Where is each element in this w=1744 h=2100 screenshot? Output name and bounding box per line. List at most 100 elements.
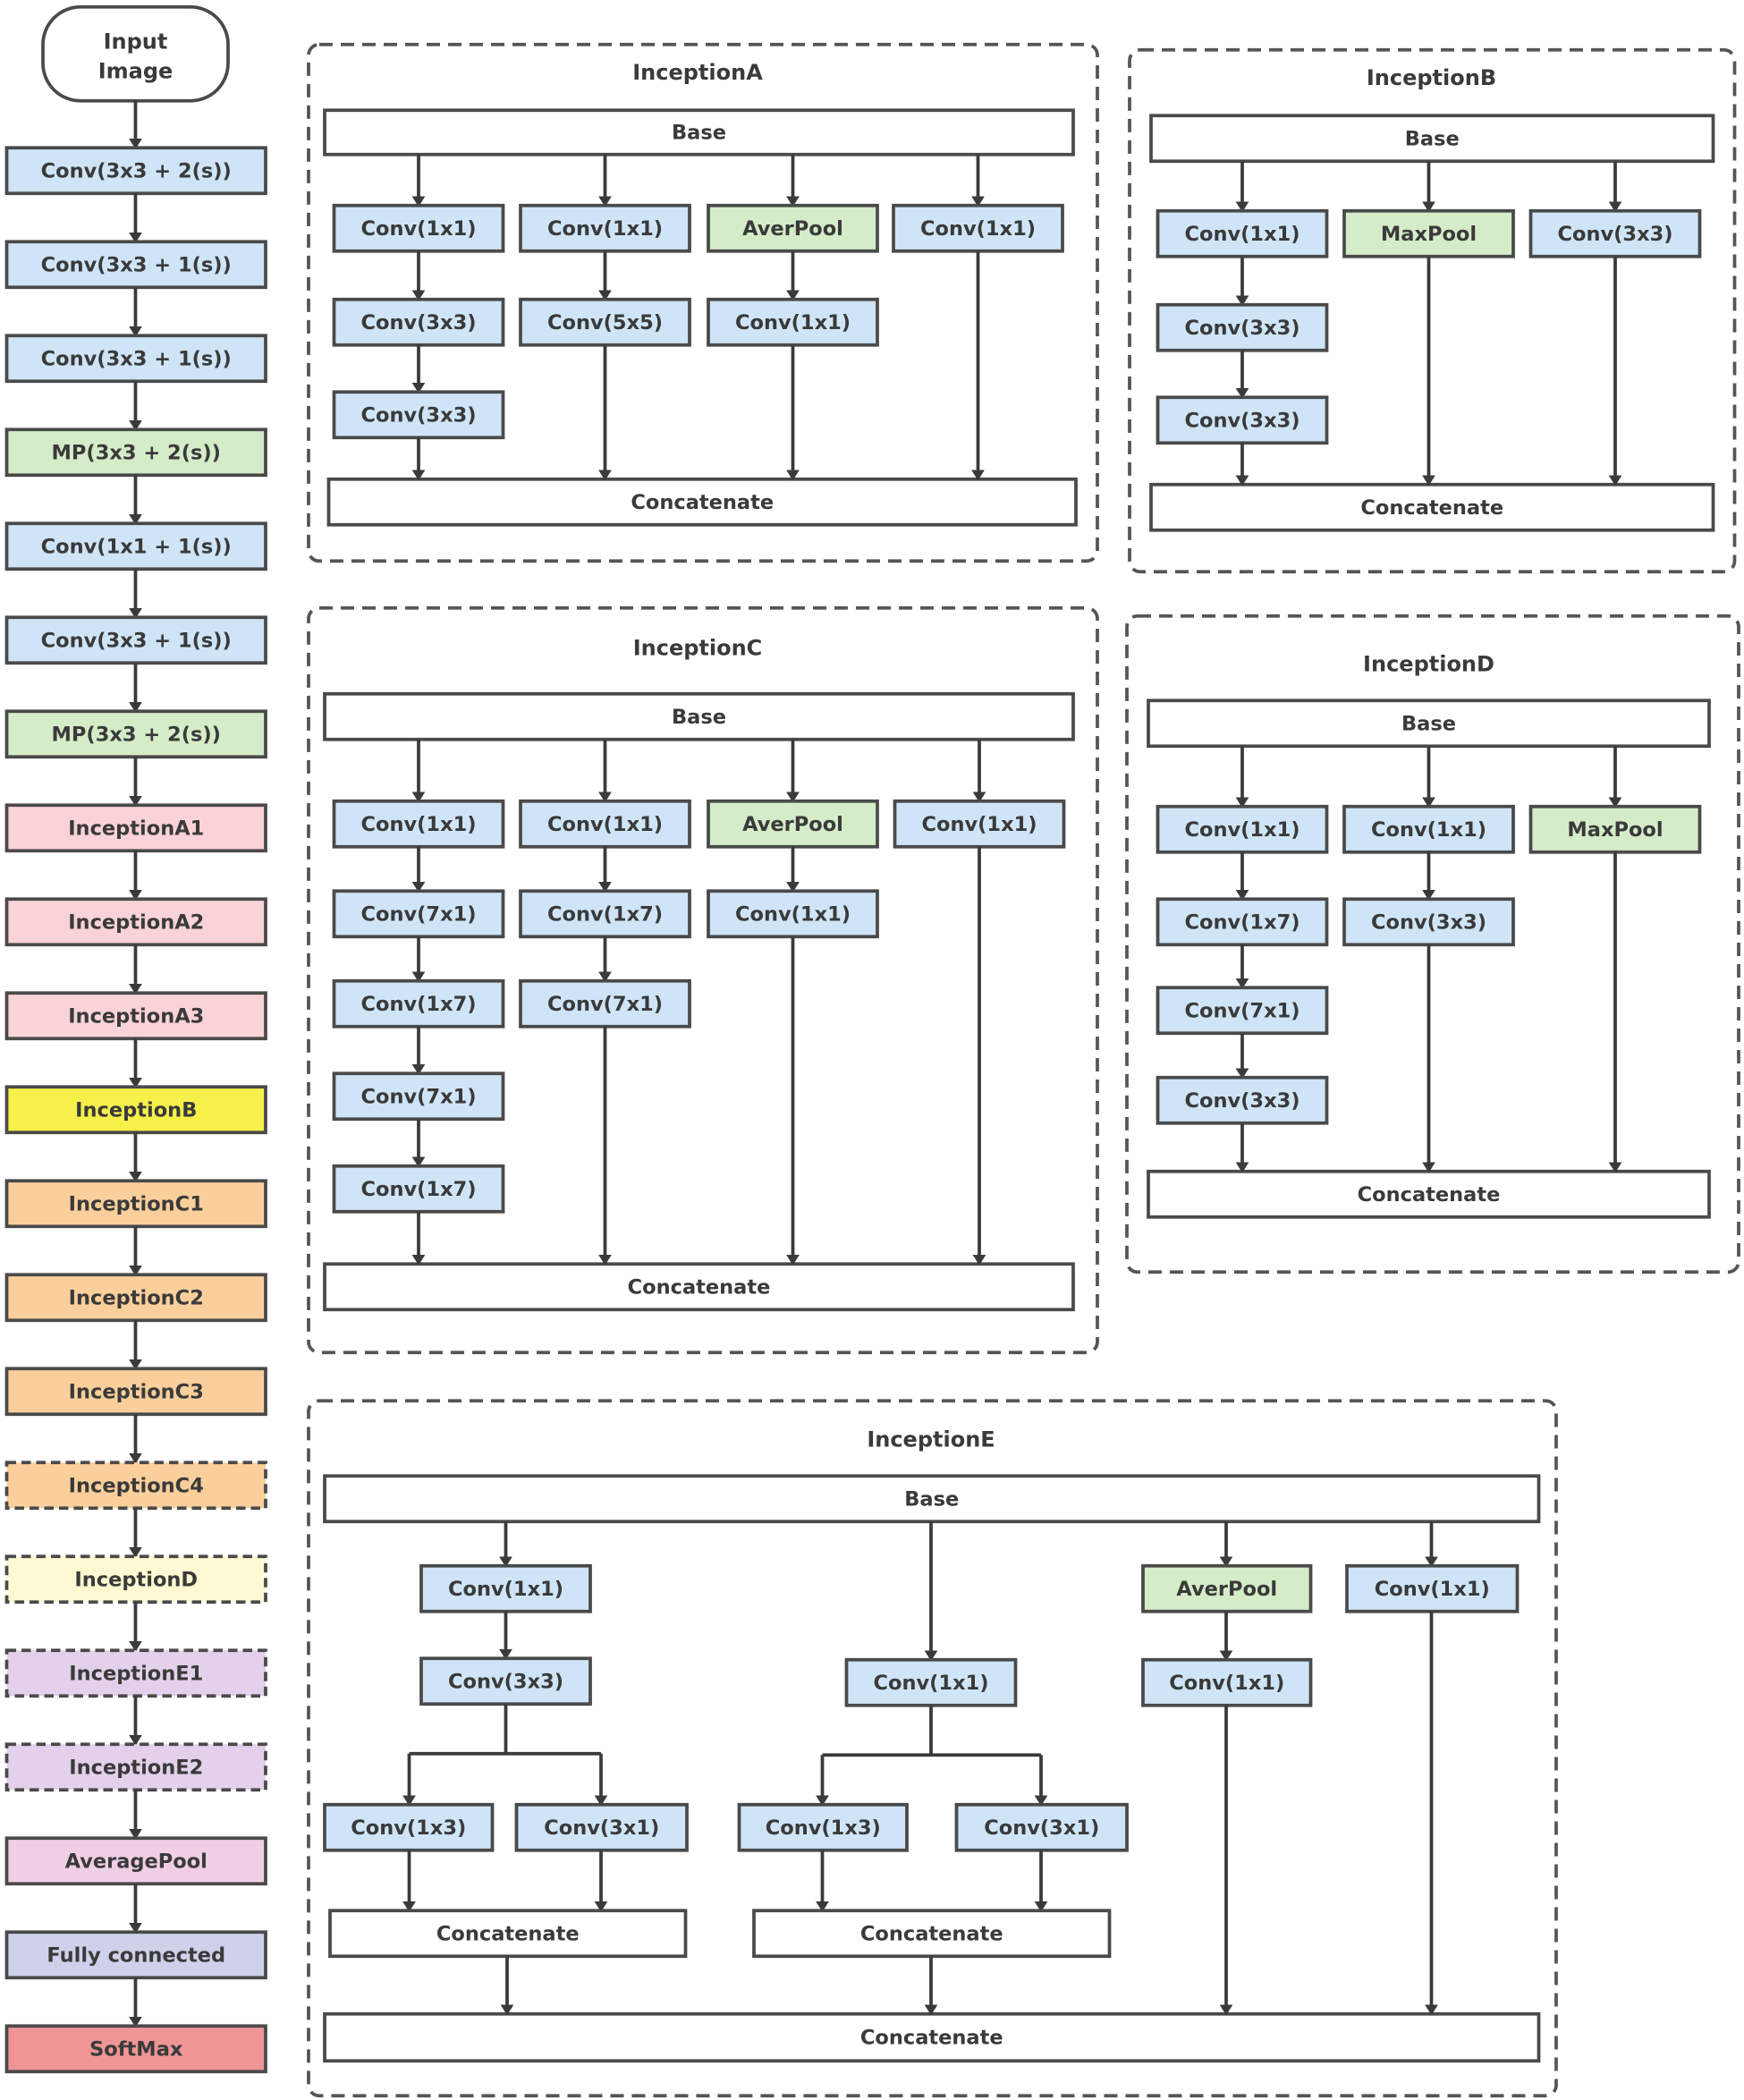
branch-2-conv-1x1-: Conv(1x1) [519,799,691,849]
branch-3-averpool: AverPool [707,203,879,253]
branch-3-averpool-label: AverPool [742,813,843,836]
branch-1-conv-3x3-label: Conv(3x3) [448,1670,563,1693]
branch-2-conv-1x7--label: Conv(1x7) [547,902,663,926]
branch-1-conv-3x1: Conv(3x1) [514,1802,689,1852]
branch-1-concatenate: Concatenate [328,1909,688,1959]
pipeline-step-conv-3x3-1-s-: Conv(3x3 + 1(s)) [4,334,267,384]
branch-4-conv-1x1-: Conv(1x1) [893,799,1066,849]
branch-1-conv-1x1--shape [332,203,505,253]
branch-1-conv-1x1-: Conv(1x1) [1156,804,1329,854]
branch-3-conv-1x1--label: Conv(1x1) [735,902,851,926]
branch-1-conv-1x7--label: Conv(1x7) [360,1178,476,1201]
branch-1-conv-3x3--shape [332,390,505,440]
pipeline-step-inceptiona1-shape [4,803,267,853]
branch-3-averpool-shape [1141,1563,1313,1613]
branch-2-conv-1x1-shape [844,1657,1018,1707]
branch-3-averpool-shape [707,203,879,253]
branch-3-maxpool-shape [1528,804,1702,854]
pipeline-step-averagepool-label: AveragePool [65,1850,207,1873]
inception-a-concatenate-label: Concatenate [631,491,774,514]
pipeline-step-mp-3x3-2-s-: MP(3x3 + 2(s)) [4,709,267,759]
inception-a-base-label: Base [672,122,726,145]
inception-c-module-frame [307,605,1099,1355]
pipeline-step-conv-3x3-1-s--label: Conv(3x3 + 1(s)) [41,629,232,652]
pipeline-step-inceptionc2-shape [4,1273,267,1323]
branch-4-conv-1x1--label: Conv(1x1) [920,217,1036,241]
branch-2-conv-1x3-shape [737,1802,909,1852]
branch-1-conv-7x1--shape [332,1071,505,1122]
pipeline-step-inceptione2-label: InceptionE2 [69,1756,203,1779]
branch-3-conv-1x1-shape [1141,1657,1313,1707]
inception-d-base-label: Base [1401,712,1456,735]
inception-d-concatenate-shape [1147,1169,1711,1219]
branch-4-conv-1x1--label: Conv(1x1) [921,813,1037,836]
input-image-label: Input [104,29,168,54]
branch-1-conv-1x1-shape [419,1563,592,1613]
pipeline-step-inceptiond: InceptionD [4,1554,267,1605]
branch-1-conv-1x7-: Conv(1x7) [332,978,505,1029]
branch-1-conv-1x1--label: Conv(1x1) [360,813,476,836]
branch-1-conv-3x3--label: Conv(3x3) [360,403,476,427]
pipeline-step-fully-connected: Fully connected [4,1930,267,1980]
branch-1-conv-7x1--label: Conv(7x1) [360,1085,476,1108]
branch-2-conv-5x5-: Conv(5x5) [519,297,691,347]
branch-4-conv-1x1-: Conv(1x1) [892,203,1064,253]
inception-a-title: InceptionA [632,60,763,85]
inception-a-concatenate-shape [326,477,1078,527]
input-image-node: Input Image [41,4,230,103]
input-image-label: Image [98,58,174,83]
branch-2-conv-1x7-: Conv(1x7) [519,889,691,939]
branch-1-conv-7x1--label: Conv(7x1) [360,902,476,926]
branch-1-conv-1x1: Conv(1x1) [419,1563,592,1613]
pipeline-step-inceptionc4-label: InceptionC4 [69,1474,204,1497]
inception-d-module-frame [1125,614,1740,1274]
inception-d-title: InceptionD [1363,651,1494,676]
branch-2-maxpool: MaxPool [1342,208,1515,258]
branch-3-conv-1x1-: Conv(1x1) [707,889,879,939]
branch-3-averpool-label: AverPool [742,217,843,241]
pipeline-step-conv-3x3-1-s--shape [4,240,267,290]
pipeline-step-conv-3x3-1-s--label: Conv(3x3 + 1(s)) [41,253,232,276]
branch-1-conv-3x3--label: Conv(3x3) [1184,317,1300,340]
branch-2-conv-5x5--label: Conv(5x5) [547,311,663,334]
inception-b-title: InceptionB [1367,65,1496,90]
pipeline-step-conv-3x3-2-s--label: Conv(3x3 + 2(s)) [41,159,232,182]
branch-3-conv-3x3--label: Conv(3x3) [1557,223,1672,246]
pipeline-step-inceptione1-label: InceptionE1 [69,1662,203,1685]
inception-c-base-label: Base [672,706,726,729]
pipeline-step-inceptiona1: InceptionA1 [4,803,267,853]
inception-b-base: Base [1149,114,1715,164]
inception-d-concatenate: Concatenate [1147,1169,1711,1219]
branch-3-conv-1x1-label: Conv(1x1) [1169,1672,1284,1695]
branch-4-conv-1x1-label: Conv(1x1) [1375,1578,1490,1601]
pipeline-step-inceptionc1: InceptionC1 [4,1179,267,1229]
pipeline-step-softmax-shape [4,2024,267,2074]
pipeline-step-inceptiona3: InceptionA3 [4,991,267,1041]
branch-2-conv-1x1--label: Conv(1x1) [547,813,663,836]
branch-2-conv-1x1--label: Conv(1x1) [1371,818,1486,842]
pipeline-step-inceptiona1-label: InceptionA1 [68,817,204,840]
inception-b-base-shape [1149,114,1715,164]
pipeline-step-inceptionc1-label: InceptionC1 [69,1192,204,1215]
branch-1-conv-3x3--label: Conv(3x3) [1184,1089,1300,1113]
branch-1-conv-3x3-: Conv(3x3) [332,297,505,347]
pipeline-step-inceptiona3-shape [4,991,267,1041]
branch-1-conv-3x3--label: Conv(3x3) [360,311,476,334]
pipeline-step-conv-1x1-1-s-: Conv(1x1 + 1(s)) [4,521,267,572]
pipeline-step-softmax-label: SoftMax [89,2037,183,2061]
pipeline-step-mp-3x3-2-s--label: MP(3x3 + 2(s)) [52,441,221,464]
pipeline-step-inceptiona2-label: InceptionA2 [68,910,204,934]
inception-b-concatenate-shape [1149,482,1715,532]
branch-2-conv-3x1-label: Conv(3x1) [984,1816,1099,1840]
inception-e-module-frame [307,1399,1558,2098]
pipeline-step-inceptione1-shape [4,1648,267,1698]
branch-1-conv-7x1-: Conv(7x1) [332,889,505,939]
inception-e-concatenate: Concatenate [323,2011,1541,2063]
pipeline-step-conv-3x3-2-s-: Conv(3x3 + 2(s)) [4,146,267,196]
pipeline-step-inceptionb-shape [4,1085,267,1135]
inception-c-base-shape [323,691,1075,741]
branch-1-conv-1x1-: Conv(1x1) [332,799,505,849]
branch-2-concatenate-label: Concatenate [860,1922,1003,1945]
branch-2-conv-7x1--label: Conv(7x1) [547,993,663,1016]
